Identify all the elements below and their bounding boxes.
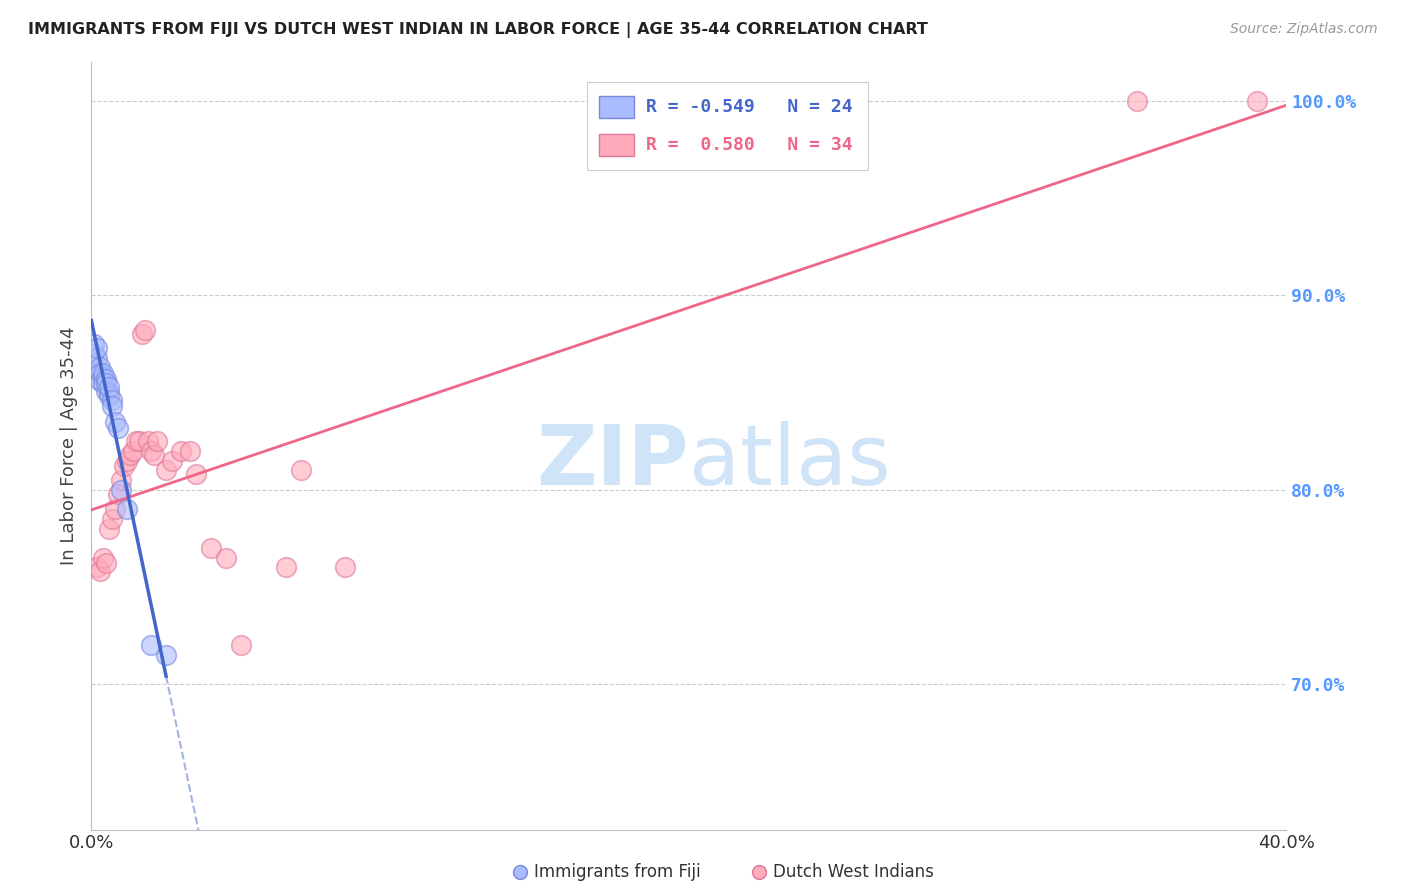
Point <box>86 560 108 574</box>
Point <box>96 372 118 386</box>
Point <box>120 448 142 462</box>
Point <box>83 337 105 351</box>
Point <box>170 443 193 458</box>
Point <box>128 434 150 449</box>
Point <box>155 648 177 662</box>
Point <box>274 560 297 574</box>
Point <box>215 550 238 565</box>
Point <box>89 374 111 388</box>
Text: IMMIGRANTS FROM FIJI VS DUTCH WEST INDIAN IN LABOR FORCE | AGE 35-44 CORRELATION: IMMIGRANTS FROM FIJI VS DUTCH WEST INDIA… <box>28 22 928 38</box>
Text: Source: ZipAtlas.com: Source: ZipAtlas.com <box>1230 22 1378 37</box>
Point <box>125 434 148 449</box>
Point <box>110 483 132 497</box>
FancyBboxPatch shape <box>599 134 634 156</box>
Point <box>86 351 108 365</box>
Y-axis label: In Labor Force | Age 35-44: In Labor Force | Age 35-44 <box>59 326 77 566</box>
Point <box>134 323 156 337</box>
Point <box>122 443 145 458</box>
Point <box>89 564 111 578</box>
Point <box>83 347 105 361</box>
Point <box>101 393 124 408</box>
Point <box>115 502 138 516</box>
Point <box>141 443 163 458</box>
Point <box>143 448 166 462</box>
Point <box>136 434 159 449</box>
FancyBboxPatch shape <box>588 81 868 169</box>
Text: R = -0.549   N = 24: R = -0.549 N = 24 <box>645 98 852 116</box>
Point <box>96 376 118 390</box>
Point <box>86 341 108 355</box>
Point <box>93 370 115 384</box>
Point <box>179 443 201 458</box>
Point <box>96 384 118 398</box>
Point <box>98 380 121 394</box>
Point <box>93 366 115 380</box>
Text: Immigrants from Fiji: Immigrants from Fiji <box>534 863 702 881</box>
Text: atlas: atlas <box>689 421 890 502</box>
Point <box>184 467 207 482</box>
Point <box>98 522 121 536</box>
Point <box>98 389 121 403</box>
Point <box>107 486 129 500</box>
Point <box>112 459 135 474</box>
Point <box>89 366 111 380</box>
Point <box>131 327 153 342</box>
Point <box>96 557 118 571</box>
Point <box>1126 95 1149 109</box>
Point <box>104 415 127 429</box>
Point <box>155 463 177 477</box>
Point <box>110 473 132 487</box>
Point <box>290 463 312 477</box>
Point <box>101 512 124 526</box>
Point <box>160 453 183 467</box>
Point <box>93 376 115 390</box>
Point <box>229 638 252 652</box>
Point <box>200 541 222 555</box>
Point <box>141 638 163 652</box>
Point <box>89 360 111 375</box>
Point <box>98 385 121 400</box>
Text: Dutch West Indians: Dutch West Indians <box>773 863 934 881</box>
Point <box>146 434 169 449</box>
Point <box>104 502 127 516</box>
Point <box>101 399 124 413</box>
Point <box>115 453 138 467</box>
Point <box>93 550 115 565</box>
FancyBboxPatch shape <box>599 95 634 118</box>
Text: R =  0.580   N = 34: R = 0.580 N = 34 <box>645 136 852 154</box>
Text: ZIP: ZIP <box>537 421 689 502</box>
Point <box>335 560 357 574</box>
Point <box>1246 95 1268 109</box>
Point <box>107 420 129 434</box>
